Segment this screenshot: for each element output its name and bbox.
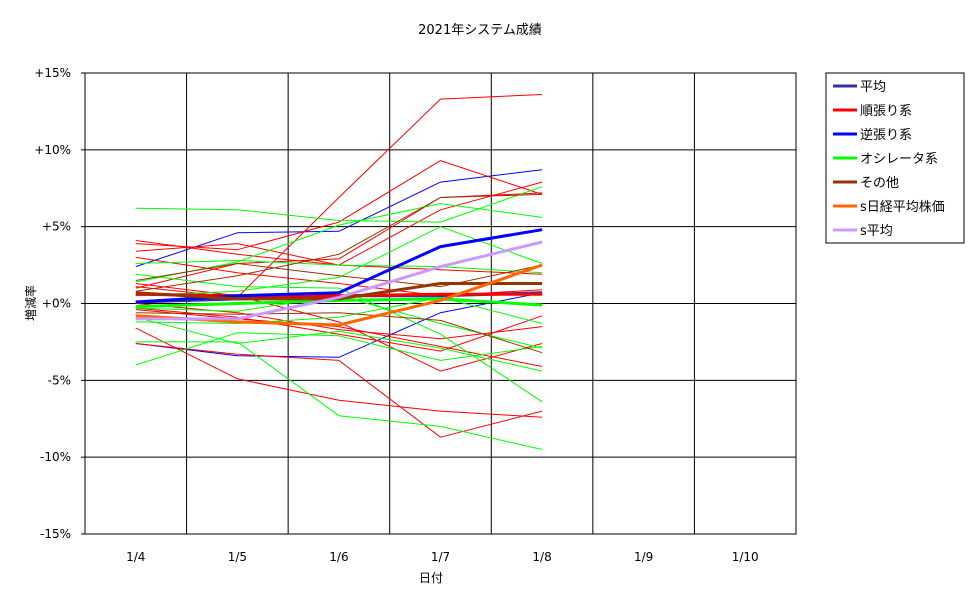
series-line xyxy=(135,303,543,340)
series-line xyxy=(135,316,543,372)
y-tick-label: -5% xyxy=(48,373,71,387)
y-tick-label: -10% xyxy=(40,450,71,464)
series-line xyxy=(135,263,543,288)
series-line xyxy=(135,226,543,297)
series-line xyxy=(135,273,543,403)
series-line xyxy=(135,260,543,274)
legend-label: 平均 xyxy=(860,80,886,95)
legend-label: 順張り系 xyxy=(860,104,912,119)
y-tick-label: +10% xyxy=(34,143,71,157)
series-lines xyxy=(135,94,543,450)
x-tick-label: 1/5 xyxy=(228,550,247,564)
legend-label: s日経平均株価 xyxy=(860,200,945,215)
legend-label: その他 xyxy=(860,176,899,191)
legend-label: オシレータ系 xyxy=(860,152,938,167)
x-tick-label: 1/6 xyxy=(329,550,348,564)
series-line-s平均 xyxy=(135,240,543,321)
x-tick-label: 1/4 xyxy=(126,550,145,564)
series-line xyxy=(135,186,543,223)
series-line xyxy=(135,309,543,367)
legend-label: s平均 xyxy=(860,224,893,239)
y-tick-label: +5% xyxy=(42,220,71,234)
legend-label: 逆張り系 xyxy=(860,127,912,143)
x-tick-label: 1/10 xyxy=(732,550,759,564)
y-tick-label: +0% xyxy=(42,297,71,311)
series-line xyxy=(135,283,543,372)
grid-lines xyxy=(85,73,796,534)
x-axis-label: 日付 xyxy=(419,571,443,585)
series-line xyxy=(135,296,543,324)
x-axis-ticks: 1/4 1/5 1/6 1/7 1/8 1/9 1/10 xyxy=(126,550,759,564)
series-line xyxy=(135,169,543,268)
chart-title: 2021年システム成績 xyxy=(418,23,542,38)
series-line-順張り系 xyxy=(135,292,543,298)
series-line xyxy=(135,341,543,450)
x-tick-label: 1/8 xyxy=(532,550,551,564)
y-tick-label: -15% xyxy=(40,527,71,541)
x-tick-label: 1/7 xyxy=(431,550,450,564)
series-line xyxy=(135,343,543,438)
series-line xyxy=(135,312,543,354)
y-tick-label: +15% xyxy=(34,66,71,80)
series-line xyxy=(135,327,543,418)
x-tick-label: 1/9 xyxy=(634,550,653,564)
y-axis-ticks: +15% +10% +5% +0% -5% -10% -15% xyxy=(34,66,85,541)
series-line xyxy=(135,160,543,251)
y-axis-label: 増減率 xyxy=(23,285,38,321)
series-line xyxy=(135,193,543,292)
